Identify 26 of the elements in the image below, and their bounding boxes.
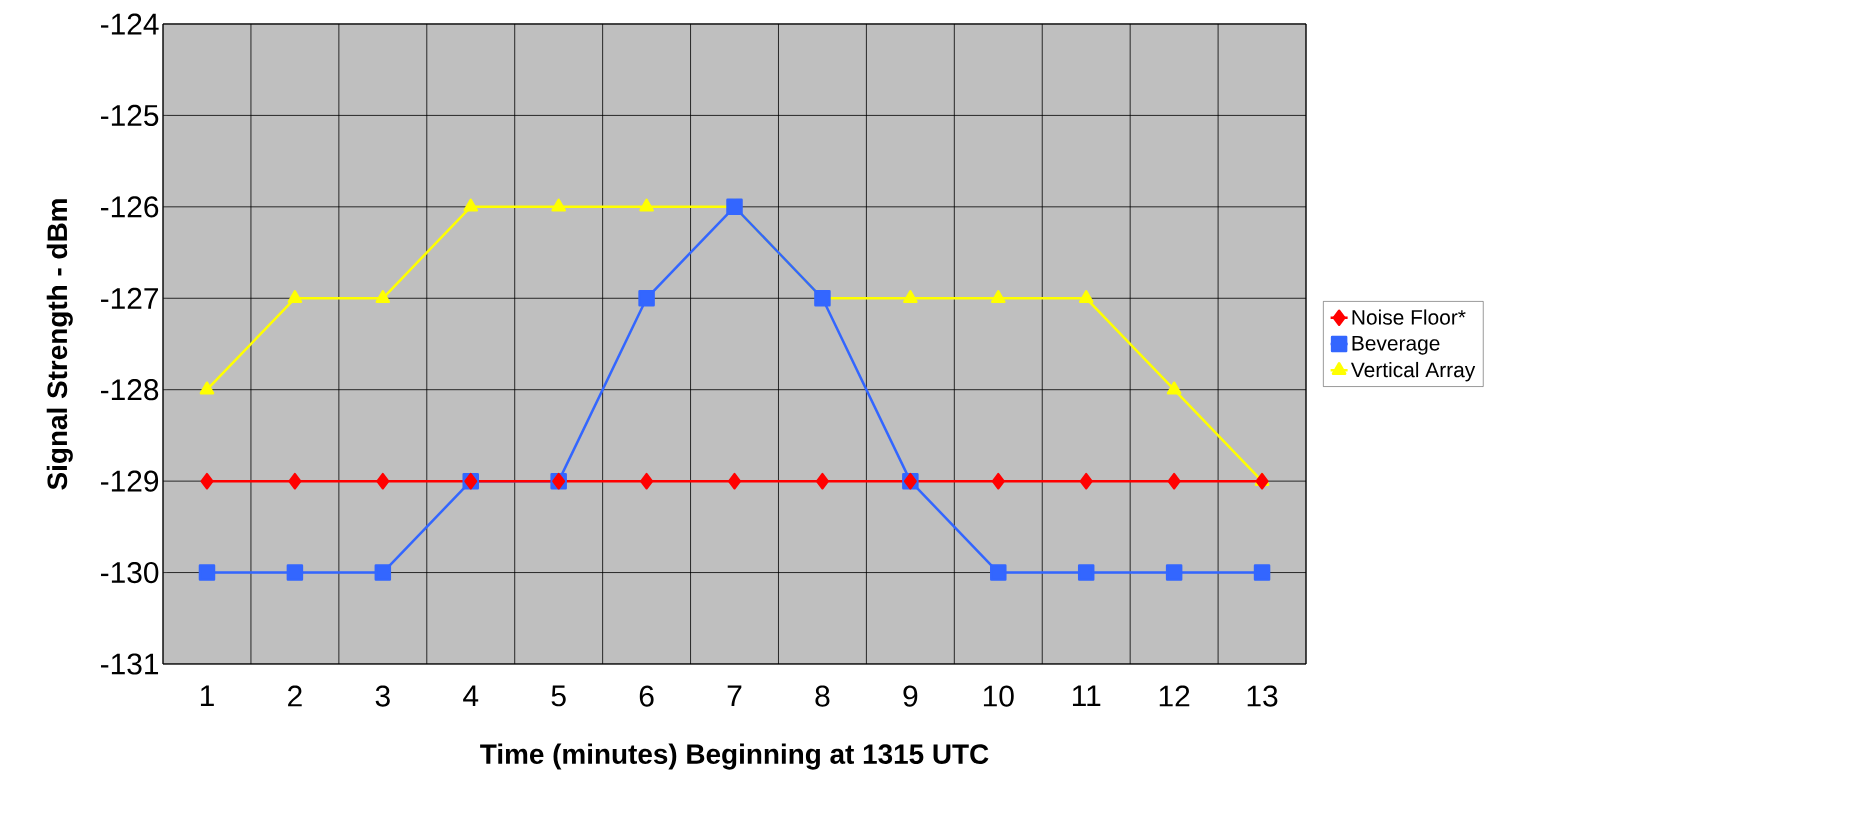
y-axis-title: Signal Strength - dBm: [46, 199, 73, 490]
x-tick-label: 12: [1159, 685, 1190, 707]
x-tick-label: 7: [727, 685, 742, 707]
x-tick-label: 5: [551, 685, 566, 707]
x-tick-label: 8: [815, 685, 830, 707]
y-tick-label: -127: [101, 287, 158, 309]
x-tick-label: 6: [639, 685, 654, 707]
x-tick-label: 10: [983, 685, 1014, 707]
x-tick-label: 9: [903, 685, 918, 707]
y-tick-label: -129: [101, 470, 159, 492]
y-tick-label: -130: [101, 561, 159, 584]
x-tick-label: 11: [1072, 685, 1101, 707]
y-tick-label: -128: [101, 379, 159, 401]
y-tick-label: -126: [101, 196, 159, 218]
x-tick-label: 1: [200, 685, 214, 707]
x-tick-label: 3: [375, 685, 390, 707]
legend-label: Beverage: [1352, 336, 1440, 355]
y-tick-label: -124: [101, 13, 159, 35]
x-tick-label: 2: [288, 685, 302, 707]
x-axis-title: Time (minutes) Beginning at 1315 UTC: [480, 743, 989, 770]
legend-label: Noise Floor*: [1352, 309, 1466, 325]
x-tick-label: 4: [463, 685, 479, 707]
y-tick-label: -131: [101, 653, 159, 675]
x-tick-label: 13: [1247, 685, 1278, 707]
legend-label: Vertical Array: [1350, 361, 1476, 382]
y-tick-label: -125: [101, 104, 159, 126]
